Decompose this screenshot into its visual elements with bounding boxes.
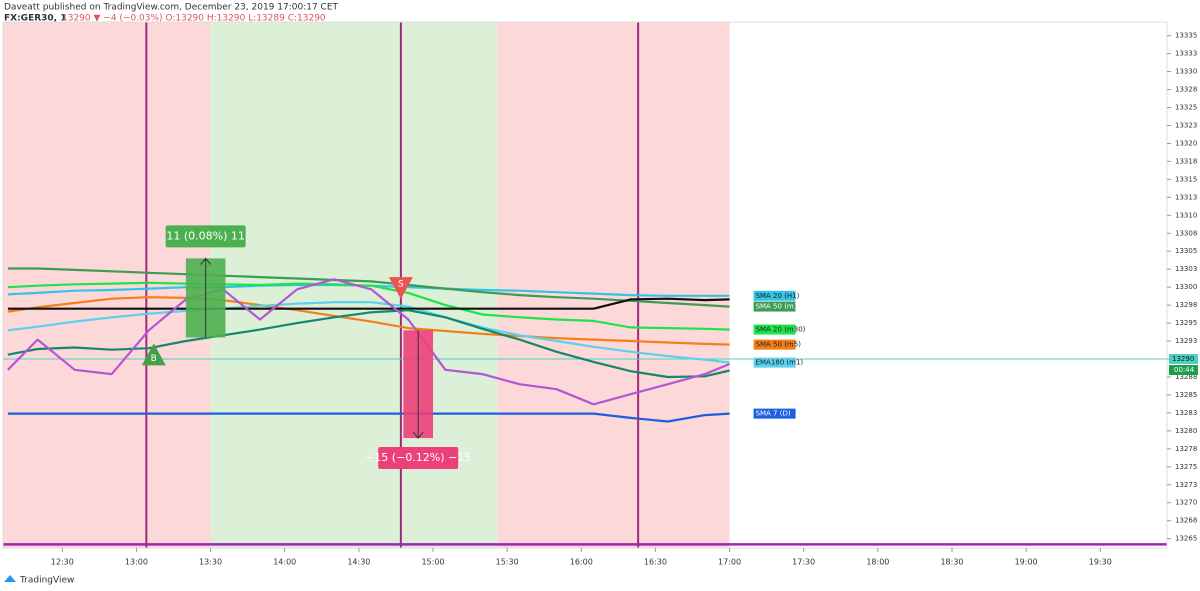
x-tick-label: 17:00 [718, 558, 741, 567]
series-line [7, 301, 730, 364]
y-tick-label: 13295 [1175, 319, 1197, 327]
legend-box [753, 339, 796, 350]
x-tick-label: 12:30 [51, 558, 74, 567]
signal-label: B [151, 354, 157, 364]
y-tick-label: 13270 [1175, 499, 1197, 507]
measure-label: −15 (−0.12%) −15 [365, 451, 471, 464]
x-tick-label: 19:30 [1089, 558, 1112, 567]
y-tick-label: 13333 [1175, 50, 1197, 58]
legend-label: SMA 50 (m5) [756, 341, 802, 349]
y-tick-label: 13280 [1175, 427, 1197, 435]
series-line [7, 297, 730, 310]
series-line [7, 278, 731, 406]
signal-label: S [398, 280, 404, 290]
countdown-box [1169, 365, 1198, 376]
legend-label: SMA 50 (m15) [756, 303, 806, 311]
legend-label: SMA 7 (D) [756, 410, 791, 418]
legend-label: SMA 20 (H1) [756, 292, 800, 300]
y-tick-label: 13320 [1175, 139, 1197, 147]
brand: TradingView [19, 576, 74, 586]
y-tick-label: 13278 [1175, 445, 1197, 453]
x-tick-label: 16:00 [570, 558, 593, 567]
plot-area: 11 (0.08%) 11 −15 (−0.12%) −15 B S SMA 20 (H… [3, 22, 1167, 548]
y-tick-label: 13275 [1175, 463, 1197, 471]
last-price-label: 13290 [1172, 355, 1194, 363]
y-tick-label: 13330 [1175, 68, 1197, 76]
y-tick-label: 13325 [1175, 104, 1197, 112]
measure-label: 11 (0.08%) 11 [166, 229, 245, 242]
plot-frame [2, 21, 1168, 549]
y-tick-label: 13285 [1175, 391, 1197, 399]
quote: 13290 ▼ −4 (−0.03%) O:13290 H:13290 L:13… [62, 14, 326, 24]
x-tick-label: 18:00 [866, 558, 889, 567]
measure-label-box [378, 447, 459, 470]
y-tick-label: 13315 [1175, 175, 1197, 183]
y-tick-label: 13335 [1175, 32, 1197, 40]
y-tick-label: 13288 [1175, 373, 1197, 381]
y-tick-label: 13313 [1175, 193, 1197, 201]
countdown-label: 00:44 [1174, 366, 1195, 374]
x-tick-label: 16:30 [644, 558, 667, 567]
y-tick-label: 13310 [1175, 211, 1197, 219]
y-tick-label: 13300 [1175, 283, 1197, 291]
legend-box [753, 301, 796, 312]
x-tick-label: 17:30 [792, 558, 815, 567]
y-tick-label: 13283 [1175, 409, 1197, 417]
series-line [7, 296, 730, 346]
x-tick-label: 19:00 [1015, 558, 1038, 567]
signal-marker [141, 343, 166, 366]
y-tick-label: 13268 [1175, 517, 1197, 525]
session-zone [497, 22, 730, 548]
y-tick-label: 13273 [1175, 481, 1197, 489]
x-tick-label: 13:00 [125, 558, 148, 567]
x-tick-label: 18:30 [940, 558, 963, 567]
x-tick-label: 14:00 [273, 558, 296, 567]
legend-label: EMA180 (m1) [756, 359, 804, 367]
legend-box [753, 357, 796, 368]
legend-box [753, 408, 796, 419]
brand-logo [4, 575, 16, 582]
y-tick-label: 13318 [1175, 157, 1197, 165]
y-tick-label: 13305 [1175, 247, 1197, 255]
series-line [7, 267, 730, 308]
x-tick-label: 14:30 [347, 558, 370, 567]
symbol: FX:GER30, 1 [4, 14, 67, 24]
legend-box [753, 324, 796, 335]
legend-box [753, 290, 796, 301]
x-tick-label: 15:00 [421, 558, 444, 567]
y-tick-label: 13265 [1175, 535, 1197, 543]
measure-arrowhead [200, 257, 212, 265]
series-line [7, 281, 730, 331]
signal-marker [388, 277, 413, 300]
y-tick-label: 13328 [1175, 86, 1197, 94]
y-tick-label: 13323 [1175, 121, 1197, 129]
publisher-line: Daveatt published on TradingView.com, De… [4, 3, 339, 13]
legend-label: SMA 20 (m30) [756, 326, 806, 334]
measure-label-box [165, 225, 246, 248]
y-tick-label: 13293 [1175, 337, 1197, 345]
last-price-box [1169, 354, 1198, 365]
x-tick-label: 15:30 [496, 558, 519, 567]
series-line [7, 309, 730, 379]
measure-arrowhead [412, 431, 424, 439]
y-tick-label: 13298 [1175, 301, 1197, 309]
y-tick-label: 13308 [1175, 229, 1197, 237]
series-line [7, 412, 730, 423]
x-tick-label: 13:30 [199, 558, 222, 567]
y-tick-label: 13303 [1175, 265, 1197, 273]
